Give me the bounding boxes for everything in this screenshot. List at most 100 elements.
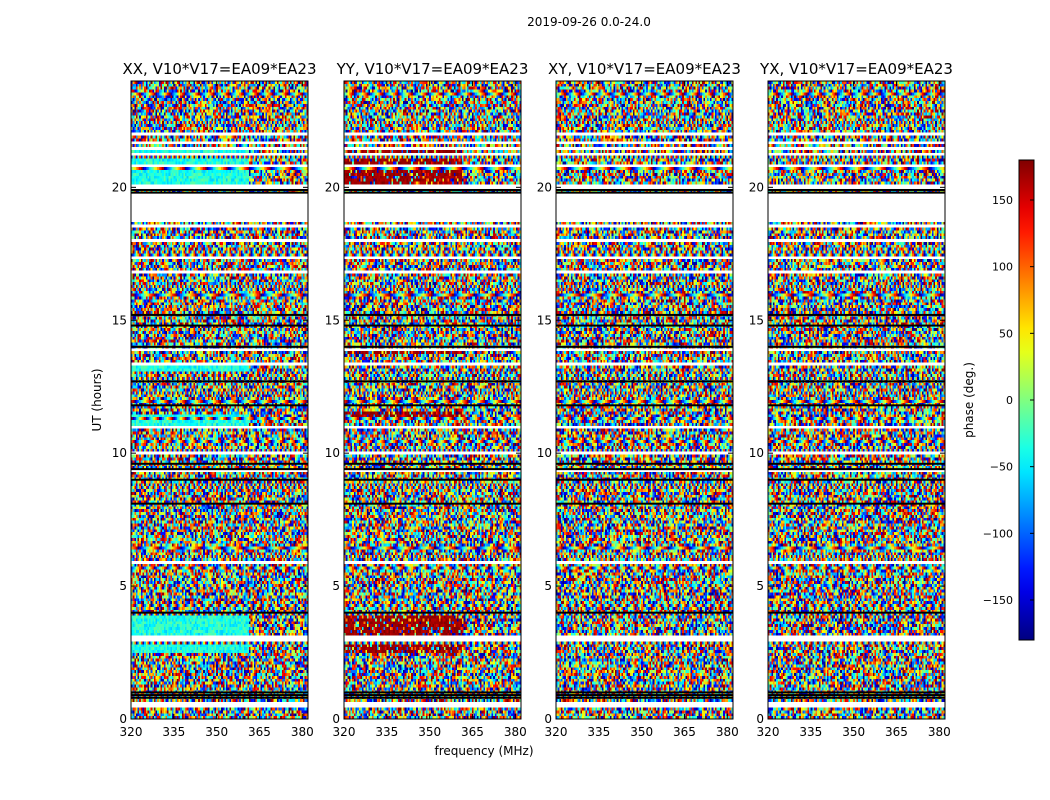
x-tick-label: 320 <box>545 725 568 739</box>
flag-line <box>131 611 308 614</box>
flag-line <box>556 191 733 194</box>
y-tick-label: 5 <box>756 579 764 593</box>
y-tick-label: 5 <box>119 579 127 593</box>
flag-line <box>768 611 945 614</box>
flag-line <box>556 324 733 327</box>
flag-line <box>768 345 945 348</box>
y-tick-label: 20 <box>112 180 127 194</box>
x-axis-label: frequency (MHz) <box>434 744 533 758</box>
panel-title: YY, V10*V17=EA09*EA23 <box>336 60 529 78</box>
panel-title: YX, V10*V17=EA09*EA23 <box>759 60 953 78</box>
flag-line <box>768 324 945 327</box>
panel-frame <box>767 80 946 720</box>
flag-line <box>131 478 308 481</box>
flag-line <box>344 502 521 505</box>
y-tick-label: 10 <box>325 446 340 460</box>
waterfall-image <box>768 81 945 719</box>
colorbar-label: phase (deg.) <box>962 362 976 438</box>
flag-line <box>768 404 945 407</box>
flag-line <box>556 345 733 348</box>
flag-line <box>131 313 308 316</box>
figure-title: 2019-09-26 0.0-24.0 <box>527 15 651 29</box>
flag-line <box>768 188 945 191</box>
y-tick-label: 10 <box>537 446 552 460</box>
flag-line <box>344 478 521 481</box>
x-tick-label: 350 <box>630 725 653 739</box>
flag-line <box>556 694 733 697</box>
panel-frame <box>130 80 309 720</box>
flag-line <box>344 462 521 465</box>
x-tick-label: 350 <box>205 725 228 739</box>
panel-cross-3: YX, V10*V17=EA09*EA23 320 335 350 365 380 0 5 10… <box>749 60 953 739</box>
panel-yy-1: YY, V10*V17=EA09*EA23 320 335 350 365 380 0 5 10… <box>325 60 529 739</box>
flag-line <box>344 404 521 407</box>
x-tick-label: 350 <box>418 725 441 739</box>
panel-xx-0: XX, V10*V17=EA09*EA23 320 335 350 365 380 0 5 10… <box>112 60 317 739</box>
colorbar-tick-label: −50 <box>990 461 1013 474</box>
x-tick-label: 335 <box>587 725 610 739</box>
panels: XX, V10*V17=EA09*EA23 320 335 350 365 380 0 5 10… <box>112 60 953 739</box>
flag-line <box>131 468 308 471</box>
flag-line <box>131 404 308 407</box>
x-tick-label: 335 <box>799 725 822 739</box>
flag-line <box>556 478 733 481</box>
x-tick-label: 320 <box>120 725 143 739</box>
x-tick-label: 365 <box>885 725 908 739</box>
x-tick-label: 380 <box>504 725 527 739</box>
flag-line <box>131 380 308 383</box>
waterfall-image <box>131 81 308 719</box>
flag-line <box>131 462 308 465</box>
flag-line <box>768 691 945 694</box>
flag-line <box>344 694 521 697</box>
flag-line <box>556 611 733 614</box>
flag-line <box>344 380 521 383</box>
x-tick-label: 365 <box>248 725 271 739</box>
flag-line <box>768 468 945 471</box>
x-tick-label: 320 <box>333 725 356 739</box>
panel-title: XX, V10*V17=EA09*EA23 <box>122 60 316 78</box>
y-tick-label: 15 <box>112 313 127 327</box>
flag-line <box>556 691 733 694</box>
flag-line <box>131 324 308 327</box>
y-axis-label: UT (hours) <box>90 368 104 431</box>
flag-line <box>556 696 733 699</box>
flag-line <box>131 694 308 697</box>
flag-line <box>556 188 733 191</box>
y-tick-label: 20 <box>325 180 340 194</box>
x-tick-label: 380 <box>928 725 951 739</box>
flag-line <box>131 345 308 348</box>
flag-line <box>344 691 521 694</box>
flag-line <box>344 611 521 614</box>
y-tick-label: 0 <box>332 712 340 726</box>
y-tick-label: 20 <box>749 180 764 194</box>
flag-line <box>556 462 733 465</box>
flag-line <box>768 502 945 505</box>
flag-line <box>344 696 521 699</box>
flag-line <box>768 478 945 481</box>
flag-line <box>131 191 308 194</box>
x-tick-label: 335 <box>162 725 185 739</box>
flag-line <box>344 313 521 316</box>
y-tick-label: 15 <box>749 313 764 327</box>
y-tick-label: 20 <box>537 180 552 194</box>
colorbar: 150 100 50 0 −50 −100 −150 <box>983 159 1035 641</box>
flag-line <box>768 313 945 316</box>
flag-line <box>344 345 521 348</box>
x-tick-label: 380 <box>291 725 314 739</box>
panel-frame <box>343 80 522 720</box>
x-tick-label: 365 <box>461 725 484 739</box>
colorbar-tick-label: 150 <box>992 194 1013 207</box>
waterfall-image <box>556 81 733 719</box>
flag-line <box>131 691 308 694</box>
waterfall-image <box>344 81 521 719</box>
flag-line <box>131 502 308 505</box>
flag-line <box>131 696 308 699</box>
flag-line <box>344 191 521 194</box>
flag-line <box>556 502 733 505</box>
flag-line <box>768 191 945 194</box>
y-tick-label: 0 <box>119 712 127 726</box>
colorbar-tick-label: 100 <box>992 261 1013 274</box>
flag-line <box>768 696 945 699</box>
x-tick-label: 320 <box>757 725 780 739</box>
